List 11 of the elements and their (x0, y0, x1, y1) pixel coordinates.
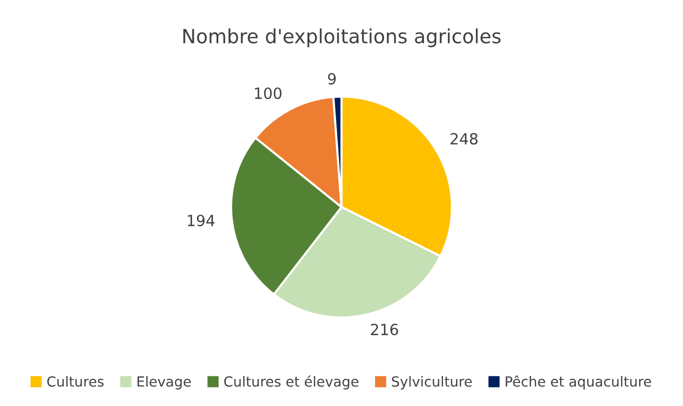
data-label: 100 (255, 87, 282, 100)
data-label: 248 (450, 133, 478, 145)
legend-label: Elevage (138, 376, 191, 390)
data-label: 216 (370, 324, 398, 336)
legend-label: Cultures et élevage (224, 375, 358, 390)
legend-label: Sylviculture (392, 376, 472, 390)
legend-label: Cultures (47, 376, 104, 387)
data-label: 9 (328, 73, 336, 85)
data-label: 194 (188, 214, 215, 226)
chart-title: Nombre d'exploitations agricoles (183, 28, 501, 48)
legend-label: Pêche et aquaculture (506, 375, 652, 390)
